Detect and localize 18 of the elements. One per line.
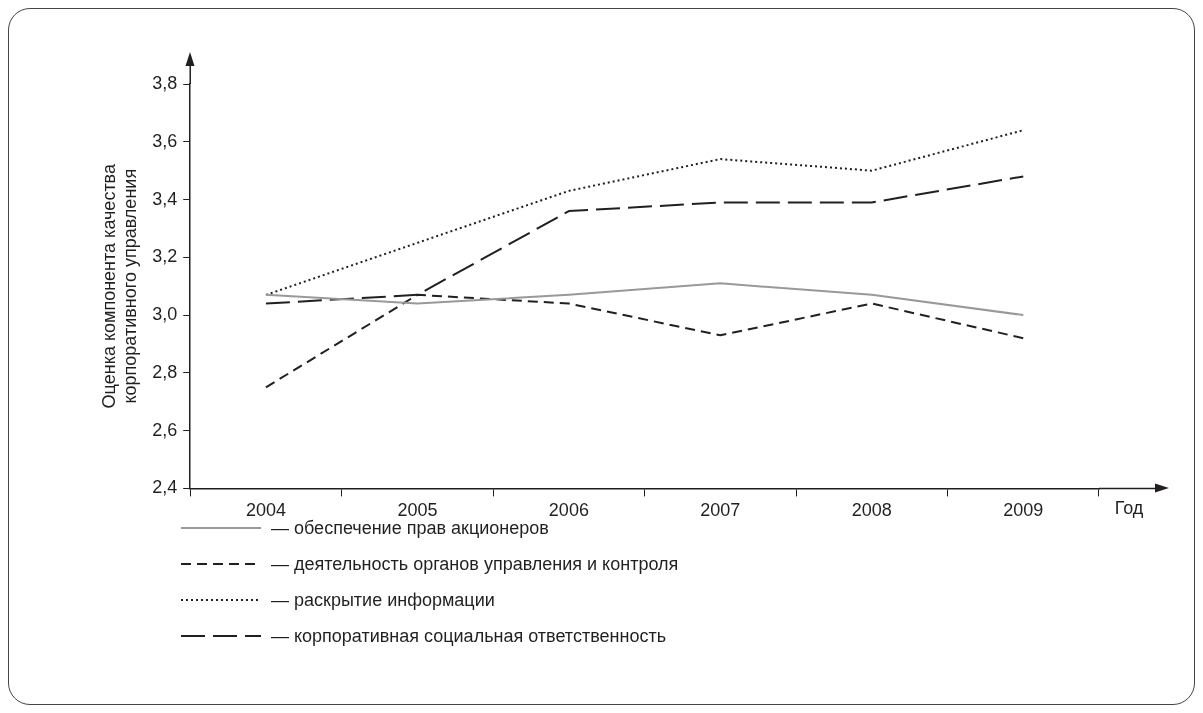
x-tick-label: 2009	[1003, 500, 1044, 521]
x-tick-label: 2006	[548, 500, 589, 521]
x-axis-title: Год	[1114, 498, 1144, 519]
line-series	[264, 129, 1025, 296]
x-tick-label: 2008	[851, 500, 892, 521]
y-tick-label: 3,6	[152, 130, 178, 151]
y-axis-title: Оценка компонента качества корпоративного управления	[98, 163, 141, 409]
legend-label: — деятельность органов управления и контроля	[271, 553, 679, 575]
y-tick-label: 3,0	[152, 304, 178, 325]
y-tick-label: 2,8	[152, 361, 178, 382]
y-tick-label: 3,2	[152, 246, 178, 267]
x-tick-label: 2007	[700, 500, 741, 521]
y-tick-label: 2,6	[152, 419, 178, 440]
legend-label: — раскрытие информации	[271, 589, 495, 611]
legend-label: — корпоративная социальная ответственность	[271, 625, 667, 647]
y-tick-label: 3,4	[152, 188, 178, 209]
y-tick-label: 2,4	[152, 477, 178, 498]
y-tick-label: 3,8	[152, 72, 178, 93]
